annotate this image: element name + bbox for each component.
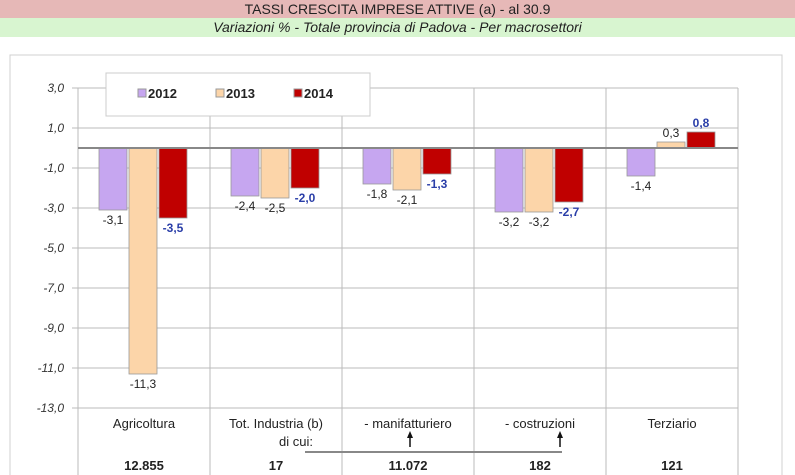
y-tick-label: -9,0 <box>43 321 64 335</box>
arrow-icon <box>557 431 563 438</box>
legend-swatch <box>137 88 147 98</box>
data-label: -1,3 <box>427 177 448 191</box>
data-label: -2,4 <box>235 199 256 213</box>
category-label: Agricoltura <box>113 416 176 431</box>
bar-2014 <box>554 147 584 203</box>
bar-2013 <box>128 147 158 375</box>
data-label: -3,2 <box>499 215 520 229</box>
bar-2012 <box>98 147 128 211</box>
data-label: -2,1 <box>397 193 418 207</box>
bar-2012 <box>626 147 656 177</box>
chart-title: TASSI CRESCITA IMPRESE ATTIVE (a) - al 3… <box>0 0 795 18</box>
data-label: -1,8 <box>367 187 388 201</box>
chart-subtitle: Variazioni % - Totale provincia di Padov… <box>0 18 795 37</box>
category-value: 121 <box>661 458 683 473</box>
y-tick-label: -11,0 <box>38 361 65 375</box>
category-label: - manifatturiero <box>364 416 451 431</box>
data-label: -2,5 <box>265 201 286 215</box>
legend-label: 2012 <box>148 86 177 101</box>
data-label: -2,0 <box>295 191 316 205</box>
bar-2013 <box>392 147 422 191</box>
y-tick-label: -1,0 <box>43 161 64 175</box>
category-value: 182 <box>529 458 551 473</box>
legend-label: 2013 <box>226 86 255 101</box>
y-tick-label: 1,0 <box>47 121 64 135</box>
y-tick-label: -3,0 <box>43 201 64 215</box>
y-tick-label: -13,0 <box>37 401 65 415</box>
arrow-icon <box>407 431 413 438</box>
category-label: - costruzioni <box>505 416 575 431</box>
category-label: Tot. Industria (b) <box>229 416 323 431</box>
chart-frame <box>9 54 783 475</box>
data-label: 0,3 <box>663 126 680 140</box>
data-label: -3,1 <box>103 213 124 227</box>
bar-2014 <box>686 131 716 149</box>
data-label: -11,3 <box>130 377 157 391</box>
bar-2012 <box>494 147 524 213</box>
category-value: 12.855 <box>124 458 164 473</box>
data-label: -2,7 <box>559 205 580 219</box>
data-label: -3,2 <box>529 215 550 229</box>
category-value: 17 <box>269 458 283 473</box>
category-label: di cui: <box>279 434 313 449</box>
legend-swatch <box>215 88 225 98</box>
data-label: -1,4 <box>631 179 652 193</box>
data-label: -3,5 <box>163 221 184 235</box>
bar-2014 <box>158 147 188 219</box>
legend <box>105 72 371 117</box>
bar-2014 <box>290 147 320 189</box>
bar-2012 <box>362 147 392 185</box>
legend-label: 2014 <box>304 86 334 101</box>
y-tick-label: 3,0 <box>47 81 64 95</box>
category-value: 11.072 <box>388 458 427 473</box>
bar-2012 <box>230 147 260 197</box>
legend-swatch <box>293 88 303 98</box>
bar-2013 <box>524 147 554 213</box>
bar-2013 <box>260 147 290 199</box>
data-label: 0,8 <box>693 116 710 130</box>
category-label: Terziario <box>647 416 696 431</box>
y-tick-label: -5,0 <box>43 241 64 255</box>
y-tick-label: -7,0 <box>43 281 64 295</box>
bar-2014 <box>422 147 452 175</box>
